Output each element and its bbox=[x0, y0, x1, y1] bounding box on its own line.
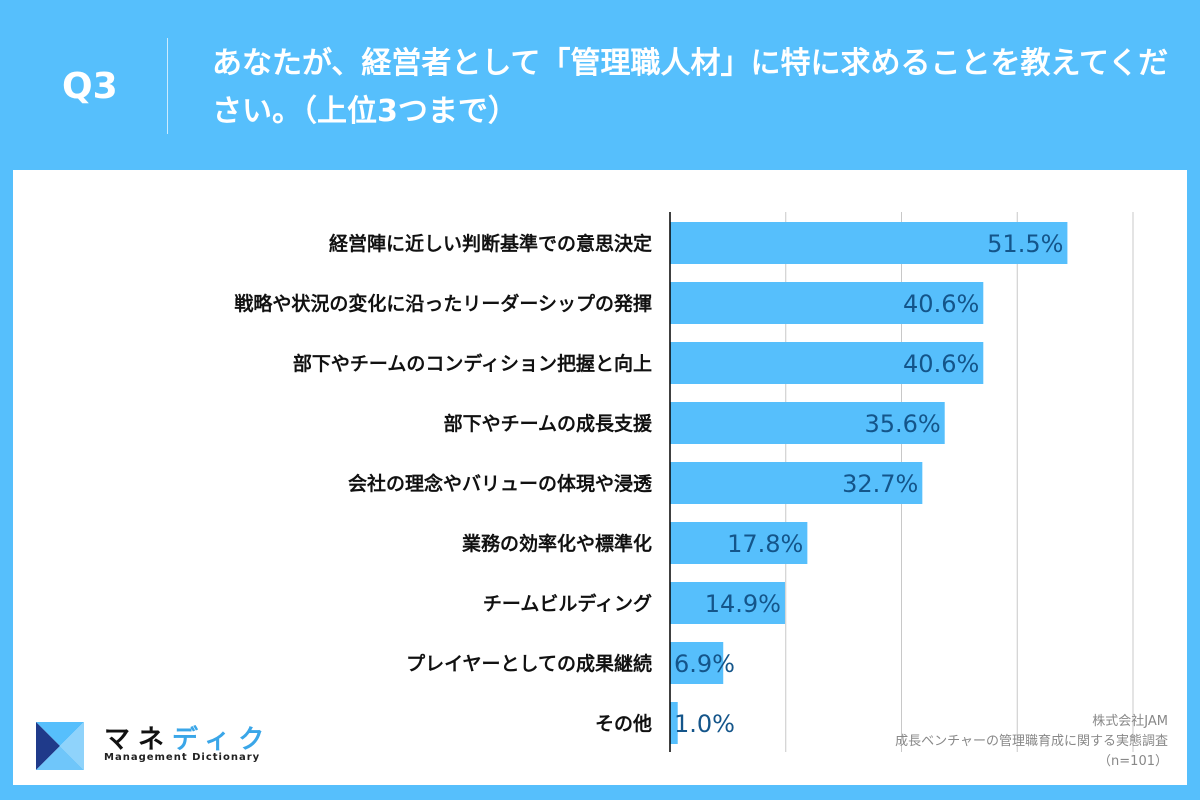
logo-text: マネディク bbox=[104, 725, 273, 755]
category-label: 部下やチームのコンディション把握と向上 bbox=[293, 352, 652, 375]
bar bbox=[670, 522, 808, 564]
data-label: 14.9% bbox=[705, 590, 781, 618]
question-number: Q3 bbox=[62, 66, 118, 107]
bar bbox=[670, 282, 984, 324]
question-title: あなたが、経営者として「管理職人材」に特に求めることを教えてください。（上位3つ… bbox=[212, 46, 1169, 129]
bar bbox=[670, 702, 678, 744]
manedic-logo-icon bbox=[36, 722, 84, 770]
category-label: チームビルディング bbox=[483, 592, 652, 615]
data-label: 1.0% bbox=[674, 710, 735, 738]
data-label: 17.8% bbox=[727, 530, 803, 558]
bar bbox=[670, 462, 923, 504]
data-label: 6.9% bbox=[674, 650, 735, 678]
data-label: 35.6% bbox=[864, 410, 940, 438]
logo-subtitle: Management Dictionary bbox=[104, 752, 261, 763]
bar bbox=[670, 402, 945, 444]
category-label: 業務の効率化や標準化 bbox=[461, 532, 652, 555]
data-label: 40.6% bbox=[903, 350, 979, 378]
category-label: 戦略や状況の変化に沿ったリーダーシップの発揮 bbox=[234, 292, 652, 315]
chart-panel bbox=[13, 170, 1187, 785]
category-label: その他 bbox=[595, 712, 652, 735]
bar bbox=[670, 222, 1068, 264]
category-label: 会社の理念やバリューの体現や浸透 bbox=[348, 472, 653, 495]
header-divider bbox=[167, 38, 168, 134]
bar bbox=[670, 342, 984, 384]
source-note: 株式会社JAM 成長ベンチャーの管理職育成に関する実態調査 （n=101） bbox=[895, 714, 1168, 769]
bar bbox=[670, 582, 785, 624]
bar bbox=[670, 642, 724, 684]
data-label: 40.6% bbox=[903, 290, 979, 318]
category-label: 経営陣に近しい判断基準での意思決定 bbox=[329, 232, 652, 255]
category-label: 部下やチームの成長支援 bbox=[444, 412, 653, 435]
category-label: プレイヤーとしての成果継続 bbox=[406, 652, 652, 675]
data-label: 32.7% bbox=[842, 470, 918, 498]
data-label: 51.5% bbox=[987, 230, 1063, 258]
